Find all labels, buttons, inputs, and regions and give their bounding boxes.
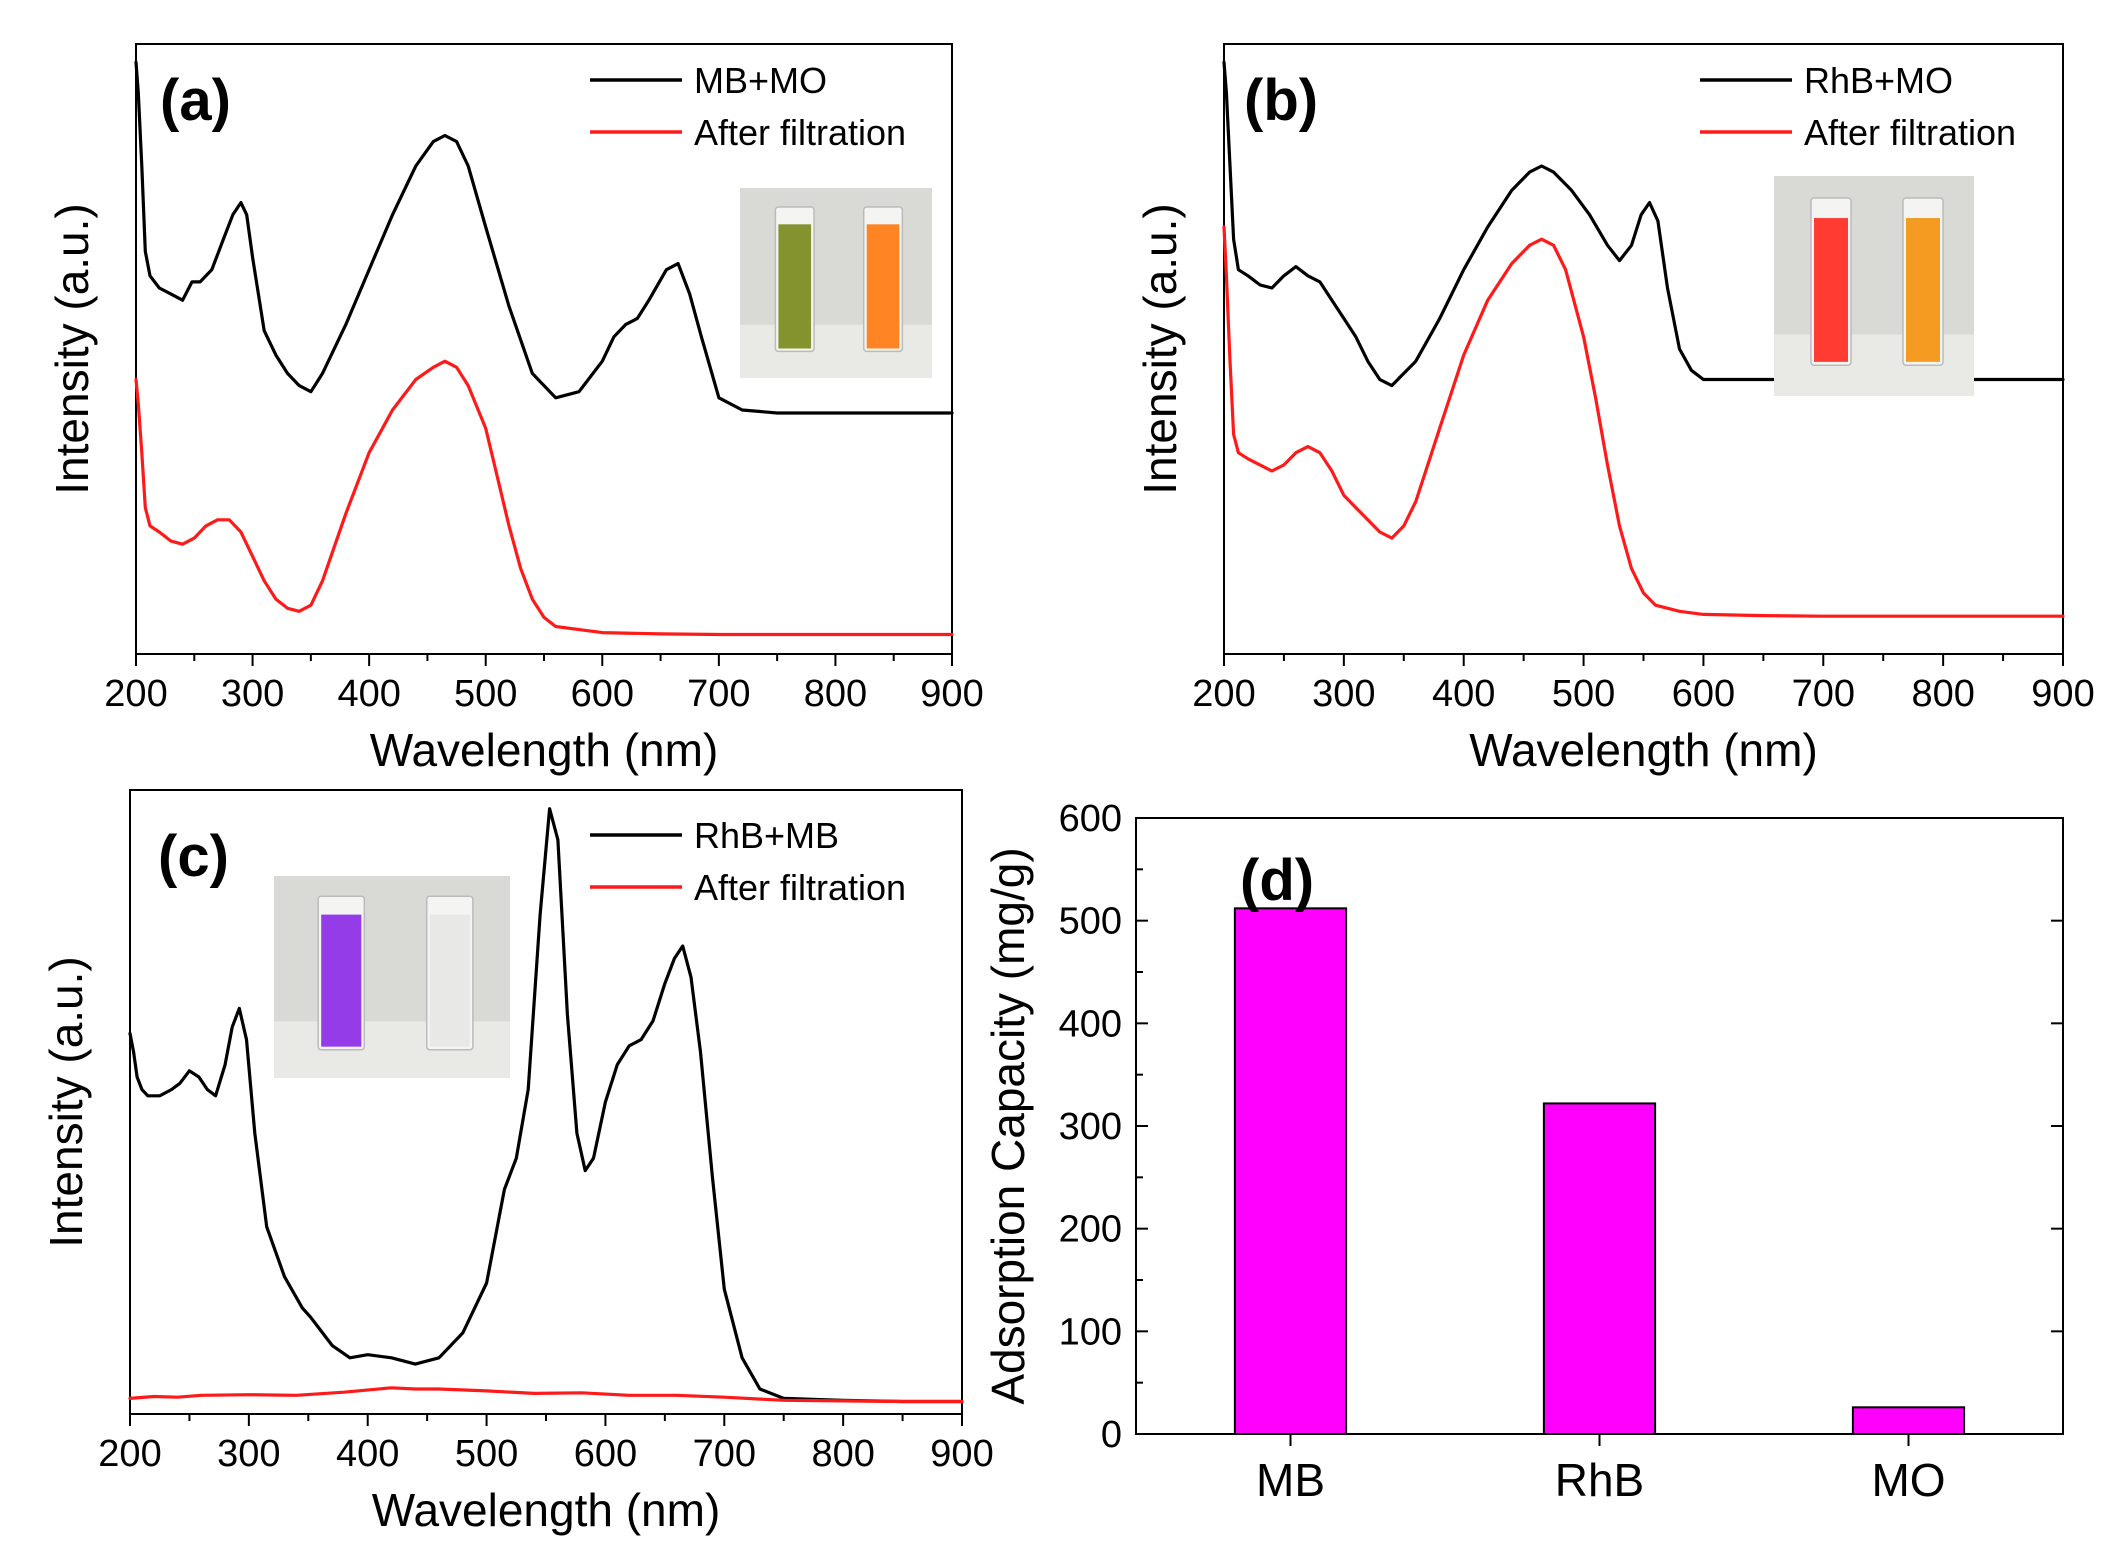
y-tick-label-d: 100 (1059, 1311, 1122, 1353)
x-tick-label-mb: MB (1256, 1454, 1325, 1506)
y-axis-title-d: Adsorption Capacity (mg/g) (982, 847, 1034, 1404)
x-tick-label-c: 500 (455, 1433, 518, 1475)
inset-table-b (1774, 334, 1974, 396)
series-line-b-1 (1222, 225, 2065, 618)
inset-table-a (740, 324, 932, 378)
y-axis-title-c: Intensity (a.u.) (40, 956, 92, 1247)
series-line-a-0 (134, 60, 954, 415)
x-tick-label-a: 500 (454, 673, 517, 715)
legend-label-b-1: After filtration (1804, 112, 2016, 153)
inset-photo-a (740, 188, 932, 378)
x-tick-label-a: 900 (920, 673, 983, 715)
x-tick-label-c: 400 (336, 1433, 399, 1475)
series-line-c-0 (128, 807, 964, 1404)
x-tick-label-b: 200 (1192, 673, 1255, 715)
x-axis-title-b: Wavelength (nm) (1469, 724, 1818, 776)
bar-mb (1233, 907, 1348, 1435)
y-axis-title-b: Intensity (a.u.) (1134, 203, 1186, 494)
cuvette-liquid-a-1 (866, 224, 900, 349)
cuvette-liquid-c-1 (429, 914, 470, 1047)
series-line-c-1 (128, 1386, 964, 1404)
panel-label-b: (b) (1244, 68, 1318, 133)
cuvette-liquid-b-0 (1814, 218, 1848, 362)
y-tick-label-d: 200 (1059, 1209, 1122, 1251)
cuvette-liquid-c-0 (321, 914, 362, 1047)
y-tick-label-d: 500 (1059, 901, 1122, 943)
x-tick-label-b: 900 (2031, 673, 2094, 715)
x-tick-label-b: 500 (1552, 673, 1615, 715)
x-tick-label-mo: MO (1871, 1454, 1945, 1506)
x-tick-label-a: 300 (221, 673, 284, 715)
x-tick-label-rhb: RhB (1555, 1454, 1644, 1506)
cuvette-liquid-a-0 (778, 224, 812, 349)
panel-b: 200 300 400 500 600 700 800 900 Wavelength (nm) I… (1134, 43, 2095, 776)
x-tick-label-c: 700 (693, 1433, 756, 1475)
cuvette-liquid-b-1 (1906, 218, 1940, 362)
x-tick-label-a: 400 (337, 673, 400, 715)
series-line-a-1 (134, 359, 954, 637)
x-tick-label-b: 400 (1432, 673, 1495, 715)
x-tick-label-b: 600 (1672, 673, 1735, 715)
x-tick-label-a: 200 (104, 673, 167, 715)
x-tick-label-c: 800 (811, 1433, 874, 1475)
y-tick-label-d: 400 (1059, 1003, 1122, 1045)
legend-label-c-1: After filtration (694, 867, 906, 908)
x-axis-title-a: Wavelength (nm) (370, 724, 719, 776)
panel-d: 0 100 200 300 400 500 600 Adsorption Capacity (… (982, 798, 2064, 1506)
x-tick-label-c: 200 (98, 1433, 161, 1475)
bar-rhb (1542, 1102, 1657, 1435)
inset-photo-b (1774, 176, 1974, 396)
legend-label-c-0: RhB+MB (694, 815, 839, 856)
panel-label-d: (d) (1240, 848, 1314, 913)
panel-a: 200 300 400 500 600 700 800 900 Wavelength (nm) I… (46, 43, 984, 776)
x-tick-label-c: 300 (217, 1433, 280, 1475)
x-tick-label-a: 600 (571, 673, 634, 715)
y-tick-label-d: 0 (1101, 1414, 1122, 1456)
y-axis-title-a: Intensity (a.u.) (46, 203, 98, 494)
x-tick-label-b: 700 (1792, 673, 1855, 715)
inset-table-c (274, 1021, 510, 1078)
x-tick-label-b: 300 (1312, 673, 1375, 715)
legend-label-a-1: After filtration (694, 112, 906, 153)
x-tick-label-a: 700 (687, 673, 750, 715)
inset-photo-c (274, 876, 510, 1078)
panel-c: 200 300 400 500 600 700 800 900 Wavelength (nm) I… (40, 789, 994, 1536)
legend-label-b-0: RhB+MO (1804, 60, 1953, 101)
panel-label-a: (a) (160, 68, 231, 133)
y-tick-label-d: 300 (1059, 1106, 1122, 1148)
bar-mo (1851, 1406, 1966, 1435)
legend-label-a-0: MB+MO (694, 60, 827, 101)
x-tick-label-c: 900 (930, 1433, 993, 1475)
series-line-b-0 (1222, 60, 2065, 388)
y-tick-label-d: 600 (1059, 798, 1122, 840)
panel-label-c: (c) (158, 824, 229, 889)
x-tick-label-b: 800 (1911, 673, 1974, 715)
x-tick-label-c: 600 (574, 1433, 637, 1475)
x-tick-label-a: 800 (804, 673, 867, 715)
x-axis-title-c: Wavelength (nm) (372, 1484, 721, 1536)
